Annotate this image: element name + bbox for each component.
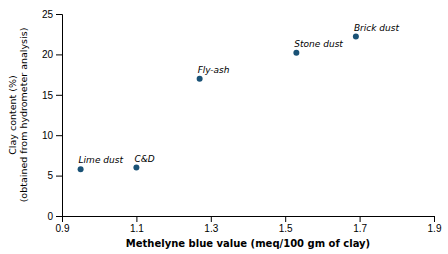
x-tick-mark [136,216,137,222]
x-tick-mark [434,216,435,222]
y-tick: 20 [42,49,62,60]
x-axis-line [63,217,435,223]
y-tick-label: 10 [42,130,54,141]
y-tick: 10 [42,130,62,141]
points [78,34,359,173]
y-tick-mark [56,54,62,55]
y-axis: 0 5 10 15 20 25 [42,9,63,222]
x-tick-label: 1.9 [428,223,442,234]
point-label: Lime dust [79,155,124,165]
x-tick-label: 1.1 [130,223,144,234]
y-axis-title: Clay content (%)(obtained from hydromete… [7,28,29,203]
point-labels: Lime dust C&D Fly-ash Stone dust Brick dust [79,23,400,166]
point-label: Stone dust [294,39,343,49]
x-tick: 1.9 [428,216,442,234]
y-tick-mark [56,95,62,96]
x-tick-label: 0.9 [56,223,70,234]
x-tick: 1.1 [130,216,144,234]
y-tick: 15 [42,90,62,101]
y-tick-mark [56,14,62,15]
y-tick-label: 5 [47,170,53,181]
point [78,166,84,172]
point [197,76,203,82]
point [133,165,139,171]
y-tick-mark [56,216,62,217]
x-axis-title: Methelyne blue value (meq/100 gm of clay… [126,238,370,249]
y-tick-mark [56,135,62,136]
x-tick-mark [360,216,361,222]
point-label: C&D [134,154,154,164]
y-tick-mark [56,176,62,177]
point [293,50,299,56]
x-tick-mark [285,216,286,222]
point-label: Fly-ash [198,65,230,75]
x-tick-label: 1.5 [279,223,293,234]
x-tick: 1.5 [279,216,293,234]
chart: 0.9 1.1 1.3 1.5 1.7 1.9 0 5 10 15 20 25 Lime dust C&D… [0,0,448,254]
point-label: Brick dust [354,23,400,33]
y-tick-label: 25 [42,9,54,20]
x-tick-label: 1.3 [204,223,218,234]
y-axis-line [56,15,63,217]
y-tick-label: 0 [47,211,53,222]
point [353,34,359,40]
x-tick-label: 1.7 [353,223,367,234]
x-axis: 0.9 1.1 1.3 1.5 1.7 1.9 [56,216,442,234]
y-tick-label: 20 [42,49,54,60]
y-tick-label: 15 [42,90,54,101]
y-tick: 0 [47,211,62,222]
plot: 0.9 1.1 1.3 1.5 1.7 1.9 0 5 10 15 20 25 Lime dust C&D… [7,9,442,249]
x-tick: 0.9 [56,216,70,234]
y-tick: 25 [42,9,62,20]
x-tick: 1.7 [353,216,367,234]
y-tick: 5 [47,170,62,181]
x-tick-mark [211,216,212,222]
x-tick: 1.3 [204,216,218,234]
